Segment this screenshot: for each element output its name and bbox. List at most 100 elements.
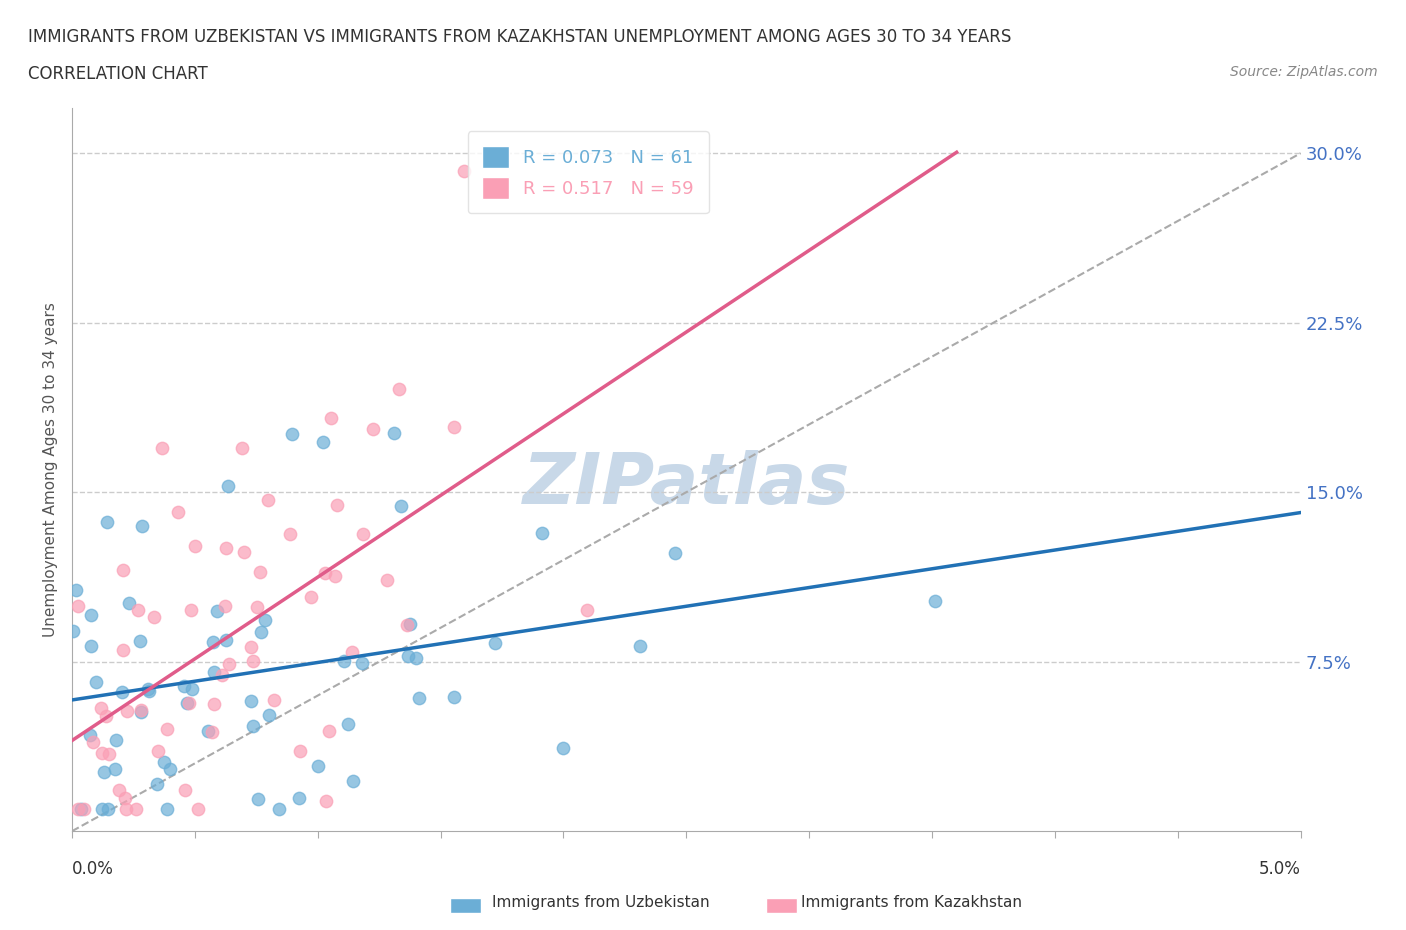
Immigrants from Kazakhstan	[90, 700, 112, 715]
Immigrants from Uzbekistan	[217, 479, 239, 494]
Immigrants from Kazakhstan	[326, 498, 349, 512]
Immigrants from Kazakhstan	[115, 703, 138, 718]
Immigrants from Uzbekistan	[408, 690, 430, 705]
Immigrants from Uzbekistan	[396, 649, 419, 664]
Immigrants from Kazakhstan	[352, 527, 374, 542]
Immigrants from Uzbekistan	[62, 623, 84, 638]
Immigrants from Uzbekistan	[267, 801, 290, 816]
Immigrants from Kazakhstan	[156, 722, 179, 737]
Immigrants from Kazakhstan	[115, 801, 138, 816]
Immigrants from Uzbekistan	[80, 638, 103, 653]
Immigrants from Uzbekistan	[531, 525, 554, 540]
Immigrants from Uzbekistan	[129, 704, 152, 719]
Immigrants from Uzbekistan	[250, 624, 273, 639]
Immigrants from Kazakhstan	[73, 801, 96, 816]
Immigrants from Kazakhstan	[232, 545, 254, 560]
Immigrants from Kazakhstan	[242, 654, 264, 669]
Immigrants from Uzbekistan	[382, 425, 405, 440]
Immigrants from Kazakhstan	[245, 600, 267, 615]
Immigrants from Uzbekistan	[399, 617, 422, 631]
Immigrants from Uzbekistan	[70, 801, 93, 816]
Immigrants from Uzbekistan	[146, 777, 169, 791]
Immigrants from Uzbekistan	[553, 740, 575, 755]
Immigrants from Kazakhstan	[82, 734, 104, 749]
Immigrants from Kazakhstan	[288, 744, 311, 759]
Immigrants from Uzbekistan	[308, 759, 330, 774]
Immigrants from Uzbekistan	[180, 682, 202, 697]
Text: 5.0%: 5.0%	[1258, 860, 1301, 878]
Immigrants from Kazakhstan	[315, 794, 337, 809]
Immigrants from Kazakhstan	[388, 381, 411, 396]
Immigrants from Kazakhstan	[173, 782, 195, 797]
Immigrants from Kazakhstan	[111, 562, 134, 577]
Immigrants from Kazakhstan	[249, 565, 271, 579]
Immigrants from Uzbekistan	[664, 546, 686, 561]
Immigrants from Kazakhstan	[314, 565, 336, 580]
Immigrants from Kazakhstan	[214, 598, 236, 613]
Immigrants from Kazakhstan	[231, 441, 253, 456]
Immigrants from Kazakhstan	[323, 569, 346, 584]
Immigrants from Uzbekistan	[96, 514, 118, 529]
Immigrants from Uzbekistan	[176, 695, 198, 710]
Immigrants from Kazakhstan	[125, 801, 148, 816]
Immigrants from Uzbekistan	[389, 498, 412, 513]
Immigrants from Kazakhstan	[575, 603, 598, 618]
Immigrants from Uzbekistan	[91, 801, 114, 816]
Text: IMMIGRANTS FROM UZBEKISTAN VS IMMIGRANTS FROM KAZAKHSTAN UNEMPLOYMENT AMONG AGES: IMMIGRANTS FROM UZBEKISTAN VS IMMIGRANTS…	[28, 28, 1011, 46]
Immigrants from Uzbekistan	[405, 651, 427, 666]
Y-axis label: Unemployment Among Ages 30 to 34 years: Unemployment Among Ages 30 to 34 years	[44, 302, 58, 637]
Immigrants from Kazakhstan	[263, 692, 285, 707]
Immigrants from Uzbekistan	[247, 791, 270, 806]
Immigrants from Kazakhstan	[361, 422, 384, 437]
Immigrants from Uzbekistan	[97, 801, 120, 816]
Immigrants from Uzbekistan	[628, 638, 651, 653]
Immigrants from Uzbekistan	[337, 716, 360, 731]
Immigrants from Kazakhstan	[184, 538, 207, 553]
Immigrants from Uzbekistan	[197, 723, 219, 737]
Immigrants from Uzbekistan	[312, 434, 335, 449]
Immigrants from Kazakhstan	[129, 702, 152, 717]
Immigrants from Kazakhstan	[167, 504, 190, 519]
Immigrants from Uzbekistan	[173, 679, 195, 694]
Immigrants from Uzbekistan	[136, 682, 159, 697]
Immigrants from Uzbekistan	[159, 762, 181, 777]
Immigrants from Uzbekistan	[254, 613, 277, 628]
Immigrants from Uzbekistan	[215, 632, 238, 647]
Immigrants from Uzbekistan	[332, 654, 354, 669]
Immigrants from Kazakhstan	[91, 746, 114, 761]
Text: ZIPatlas: ZIPatlas	[523, 449, 851, 519]
Immigrants from Uzbekistan	[202, 634, 225, 649]
Immigrants from Kazakhstan	[127, 603, 149, 618]
Text: CORRELATION CHART: CORRELATION CHART	[28, 65, 208, 83]
Immigrants from Kazakhstan	[148, 743, 170, 758]
Immigrants from Uzbekistan	[484, 635, 506, 650]
Immigrants from Uzbekistan	[156, 801, 179, 816]
Immigrants from Uzbekistan	[443, 689, 465, 704]
Immigrants from Uzbekistan	[104, 733, 127, 748]
Immigrants from Uzbekistan	[65, 582, 87, 597]
Immigrants from Uzbekistan	[288, 790, 311, 805]
Immigrants from Kazakhstan	[375, 573, 398, 588]
Text: Immigrants from Kazakhstan: Immigrants from Kazakhstan	[801, 895, 1022, 910]
Immigrants from Uzbekistan	[352, 656, 374, 671]
Immigrants from Kazakhstan	[67, 598, 90, 613]
Immigrants from Kazakhstan	[114, 790, 136, 805]
Immigrants from Uzbekistan	[242, 719, 264, 734]
Immigrants from Uzbekistan	[205, 604, 228, 618]
Immigrants from Uzbekistan	[153, 754, 176, 769]
Immigrants from Uzbekistan	[924, 593, 946, 608]
Immigrants from Uzbekistan	[111, 685, 134, 700]
Immigrants from Kazakhstan	[94, 709, 117, 724]
Immigrants from Uzbekistan	[79, 727, 101, 742]
Immigrants from Uzbekistan	[131, 519, 153, 534]
Immigrants from Kazakhstan	[67, 801, 90, 816]
Immigrants from Kazakhstan	[453, 164, 475, 179]
Immigrants from Kazakhstan	[108, 782, 131, 797]
Immigrants from Kazakhstan	[112, 643, 135, 658]
Immigrants from Uzbekistan	[79, 608, 101, 623]
Immigrants from Kazakhstan	[443, 419, 465, 434]
Text: 0.0%: 0.0%	[72, 860, 114, 878]
Immigrants from Kazakhstan	[321, 411, 343, 426]
Immigrants from Uzbekistan	[202, 664, 225, 679]
Immigrants from Kazakhstan	[256, 493, 278, 508]
